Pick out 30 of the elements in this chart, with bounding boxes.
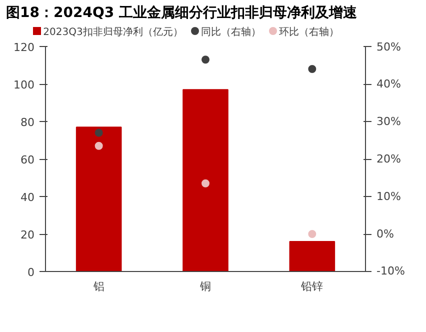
y-tick-label: 40 xyxy=(20,191,35,204)
y-tick-label: 80 xyxy=(20,116,35,130)
y2-tick-label: 20% xyxy=(376,152,401,166)
point xyxy=(202,56,210,64)
y2-tick-label: 30% xyxy=(376,115,401,128)
legend-label: 同比（右轴） xyxy=(200,27,261,38)
y-tick-label: 20 xyxy=(20,228,35,242)
x-tick-label: 铅锌 xyxy=(300,280,324,294)
y-tick-label: 100 xyxy=(14,78,35,92)
x-tick-label: 铜 xyxy=(199,280,211,294)
legend-label: 2023Q3扣非归母净利（亿元） xyxy=(43,27,183,38)
y-tick-label: 120 xyxy=(14,41,35,54)
legend-label: 环比（右轴） xyxy=(278,27,339,38)
bar xyxy=(76,126,122,272)
point xyxy=(94,142,103,150)
y-tick-label: 0 xyxy=(28,266,34,280)
y-tick-label: 60 xyxy=(20,154,35,167)
y2-tick-label: 0% xyxy=(376,228,394,241)
point xyxy=(94,129,103,138)
bar xyxy=(289,241,336,272)
point xyxy=(308,65,316,74)
x-tick-label: 铝 xyxy=(92,280,104,294)
point xyxy=(202,180,210,188)
bar xyxy=(182,89,228,272)
chart-title: 图18：2024Q3 工业金属细分行业扣非归母净利及增速 xyxy=(6,4,357,22)
y2-tick-label: 40% xyxy=(376,78,401,91)
y2-tick-label: -10% xyxy=(376,264,405,278)
point xyxy=(308,230,316,238)
y2-tick-label: 50% xyxy=(376,40,401,54)
y2-tick-label: 10% xyxy=(376,190,401,204)
